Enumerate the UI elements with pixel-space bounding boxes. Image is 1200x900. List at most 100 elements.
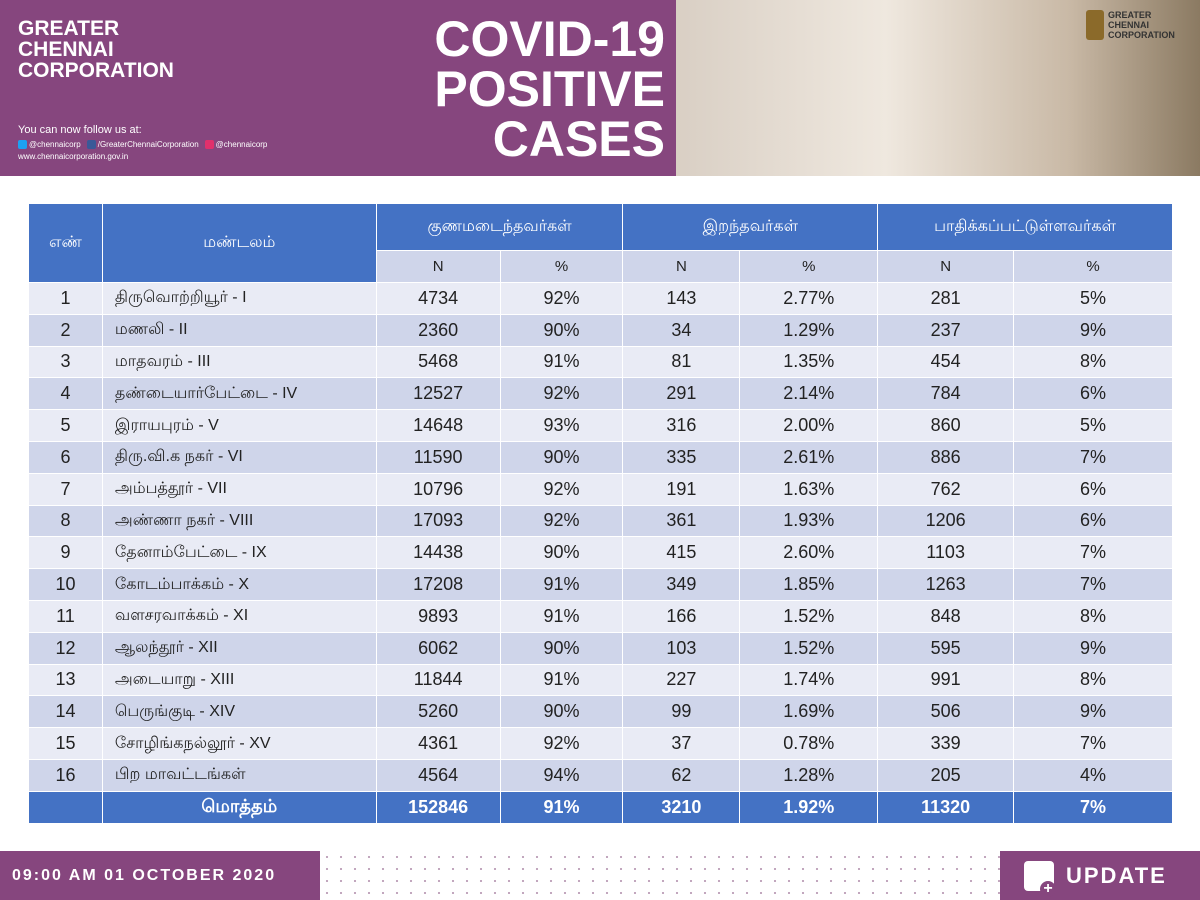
cell: 1263 — [877, 568, 1015, 601]
cell: பெருங்குடி - XIV — [101, 695, 377, 729]
cell: 91% — [499, 663, 624, 697]
cell: 10 — [28, 568, 103, 601]
cell: 13 — [28, 663, 103, 697]
cell: 9% — [1013, 631, 1173, 665]
facebook-link[interactable]: /GreaterChennaiCorporation — [86, 140, 199, 150]
cell: 99 — [622, 695, 741, 729]
org-name: GREATER CHENNAI CORPORATION — [18, 17, 174, 82]
cell: கோடம்பாக்கம் - X — [101, 568, 377, 601]
cell: 454 — [877, 345, 1015, 379]
cell: 90% — [499, 695, 624, 729]
cell: 1206 — [877, 504, 1015, 538]
cell: 152846 — [375, 790, 501, 824]
cell: 91% — [499, 345, 624, 379]
cell: 4564 — [375, 758, 501, 792]
cell: 1103 — [877, 536, 1015, 570]
cell: 9 — [28, 536, 103, 570]
cell: 9% — [1013, 313, 1173, 347]
cell: 92% — [499, 472, 624, 506]
cell: 2360 — [375, 313, 501, 347]
cell: 6 — [28, 440, 103, 474]
instagram-link[interactable]: @chennaicorp — [204, 140, 267, 150]
table-row: 12 ஆலந்தூர் - XII 6062 90% 103 1.52% 595 9% — [28, 631, 1173, 665]
cell: 3210 — [622, 790, 741, 824]
cell: 1.35% — [739, 345, 879, 379]
cell: மாதவரம் - III — [101, 345, 377, 379]
cell: 291 — [622, 377, 741, 411]
cell: 2.14% — [739, 377, 879, 411]
cell: 762 — [877, 472, 1015, 506]
table-row: 8 அண்ணா நகர் - VIII 17093 92% 361 1.93% 1206 6% — [28, 504, 1173, 538]
cell: 103 — [622, 631, 741, 665]
cell: 506 — [877, 695, 1015, 729]
cell: 4734 — [375, 282, 501, 315]
header-photo — [676, 0, 1200, 176]
cell: 6% — [1013, 377, 1173, 411]
cell: 2.77% — [739, 282, 879, 315]
cell: 90% — [499, 631, 624, 665]
table-row: 7 அம்பத்தூர் - VII 10796 92% 191 1.63% 762 6% — [28, 472, 1173, 506]
cell: 90% — [499, 440, 624, 474]
cell: தேனாம்பேட்டை - IX — [101, 536, 377, 570]
cell: 34 — [622, 313, 741, 347]
table-row: 3 மாதவரம் - III 5468 91% 81 1.35% 454 8% — [28, 345, 1173, 379]
page-title: COVID-19 POSITIVE CASES — [434, 11, 665, 167]
cell: 335 — [622, 440, 741, 474]
header-deaths: இறந்தவர்கள் — [622, 203, 879, 251]
cell: 205 — [877, 758, 1015, 792]
cell: 92% — [499, 377, 624, 411]
cell: இராயபுரம் - V — [101, 409, 377, 442]
cell: 62 — [622, 758, 741, 792]
cell: 5% — [1013, 409, 1173, 442]
cell: 7% — [1013, 440, 1173, 474]
cell: 37 — [622, 727, 741, 760]
cell: 14438 — [375, 536, 501, 570]
header-banner: GREATER CHENNAI CORPORATION You can now … — [0, 0, 1200, 176]
subheader-n: N — [622, 250, 741, 283]
table-row: 14 பெருங்குடி - XIV 5260 90% 99 1.69% 506 9% — [28, 695, 1173, 729]
cell: சோழிங்கநல்லூர் - XV — [101, 727, 377, 760]
datetime: 09:00 AM 01 OCTOBER 2020 — [0, 851, 320, 900]
cell: 1 — [28, 282, 103, 315]
table-row: 13 அடையாறு - XIII 11844 91% 227 1.74% 991 8% — [28, 663, 1173, 697]
cell: 4361 — [375, 727, 501, 760]
cell: 92% — [499, 282, 624, 315]
cell: தண்டையார்பேட்டை - IV — [101, 377, 377, 411]
cell: 2.61% — [739, 440, 879, 474]
table-row: 11 வளசரவாக்கம் - XI 9893 91% 166 1.52% 848 8% — [28, 599, 1173, 633]
header-no: எண் — [28, 203, 103, 283]
cell: 92% — [499, 727, 624, 760]
subheader-n: N — [877, 250, 1015, 283]
cell: 595 — [877, 631, 1015, 665]
cell: 94% — [499, 758, 624, 792]
cell: 15 — [28, 727, 103, 760]
website-link[interactable]: www.chennaicorporation.gov.in — [18, 152, 129, 162]
cell: ஆலந்தூர் - XII — [101, 631, 377, 665]
cell: அடையாறு - XIII — [101, 663, 377, 697]
table-row: 15 சோழிங்கநல்லூர் - XV 4361 92% 37 0.78% 339 7% — [28, 727, 1173, 760]
table-row: 16 பிற மாவட்டங்கள் 4564 94% 62 1.28% 205 4% — [28, 758, 1173, 792]
table-row: 9 தேனாம்பேட்டை - IX 14438 90% 415 2.60% 1103 7% — [28, 536, 1173, 570]
corporation-logo: GREATER CHENNAI CORPORATION — [1086, 10, 1175, 40]
cell: 339 — [877, 727, 1015, 760]
social-links: You can now follow us at: @chennaicorp /… — [18, 124, 267, 161]
cell: 91% — [499, 790, 624, 824]
cell: 8% — [1013, 599, 1173, 633]
cell: 1.28% — [739, 758, 879, 792]
cell: வளசரவாக்கம் - XI — [101, 599, 377, 633]
cell: 10796 — [375, 472, 501, 506]
cell: 7 — [28, 472, 103, 506]
twitter-link[interactable]: @chennaicorp — [18, 140, 81, 150]
subheader-pct: % — [499, 250, 624, 283]
cell: 5468 — [375, 345, 501, 379]
cell: 349 — [622, 568, 741, 601]
cell: 16 — [28, 758, 103, 792]
cell: 8% — [1013, 345, 1173, 379]
cell: 3 — [28, 345, 103, 379]
cell: 11590 — [375, 440, 501, 474]
cell: 886 — [877, 440, 1015, 474]
cell: 14648 — [375, 409, 501, 442]
cell: 90% — [499, 313, 624, 347]
cell: திருவொற்றியூர் - I — [101, 282, 377, 315]
cell: 361 — [622, 504, 741, 538]
